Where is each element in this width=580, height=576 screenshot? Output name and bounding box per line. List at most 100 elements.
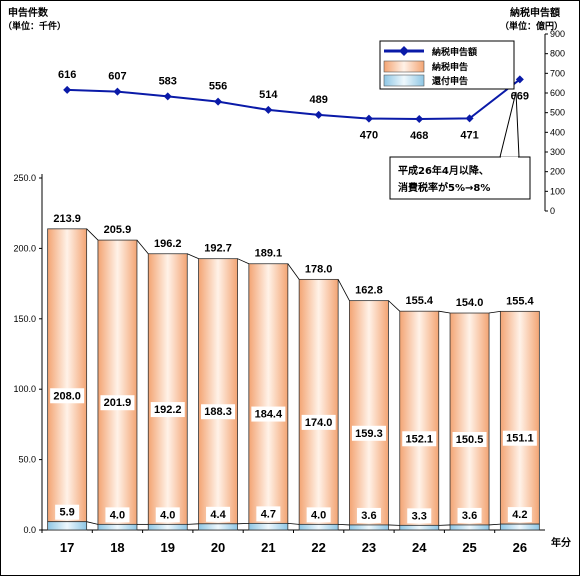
bar-top-connector (287, 263, 300, 280)
kanpu-data-label: 4.2 (512, 509, 527, 521)
nozei-label-bg (50, 388, 85, 404)
total-data-label: 189.1 (255, 248, 283, 260)
bar-kanpu-connector (489, 523, 501, 526)
left-tick-label: 0.0 (23, 525, 36, 535)
amount-data-label: 470 (360, 130, 378, 142)
total-data-label: 155.4 (506, 295, 534, 307)
nozei-data-label: 188.3 (204, 406, 232, 418)
total-data-label: 155.4 (405, 295, 433, 307)
bar-kanpu (198, 523, 238, 531)
amount-data-label: 514 (259, 89, 278, 101)
amount-point (113, 87, 122, 96)
annotation-line-2: 消費税率が5%→8% (398, 181, 490, 194)
x-tick-label: 24 (412, 540, 427, 555)
bar-nozei (298, 278, 339, 525)
amount-point (214, 97, 223, 106)
kanpu-data-label: 4.0 (160, 509, 175, 521)
legend-label-nozei: 納税申告 (432, 61, 468, 73)
kanpu-label-bg (105, 507, 130, 523)
kanpu-label-bg (356, 507, 381, 523)
nozei-label-bg (351, 425, 386, 441)
left-axis-title: 申告件数 (8, 6, 49, 19)
left-axis-unit: （単位：千件） (3, 20, 66, 32)
bar-kanpu (97, 523, 138, 531)
kanpu-data-label: 4.7 (261, 508, 276, 520)
kanpu-label-bg (306, 507, 331, 523)
annotation: 平成26年4月以降、 消費税率が5%→8% (389, 91, 531, 200)
total-data-label: 162.8 (355, 285, 383, 297)
x-axis-unit: 年分 (551, 536, 571, 549)
amount-data-label: 489 (309, 94, 327, 106)
kanpu-data-label: 4.0 (311, 509, 326, 521)
nozei-data-label: 151.1 (506, 433, 534, 445)
legend-label-amount: 納税申告額 (432, 46, 477, 58)
bar-top-connector (488, 310, 501, 314)
left-tick-label: 250.0 (13, 173, 36, 183)
x-tick-label: 26 (513, 540, 527, 555)
right-tick-label: 0 (550, 206, 555, 216)
x-tick-label: 17 (60, 540, 74, 555)
amount-data-label: 556 (209, 81, 227, 93)
amount-point (264, 105, 273, 114)
left-tick-label: 150.0 (13, 314, 36, 324)
right-tick-label: 500 (550, 108, 565, 118)
bars (47, 228, 540, 531)
amount-point (415, 114, 424, 123)
right-tick-label: 400 (550, 127, 565, 137)
bar-nozei (349, 300, 389, 526)
bar-nozei (47, 228, 88, 523)
amount-point (515, 75, 524, 84)
legend-swatch-kanpu (383, 74, 425, 87)
total-data-label: 192.7 (204, 243, 232, 255)
kanpu-label-bg (256, 506, 281, 522)
total-data-label: 154.0 (456, 297, 484, 309)
bar-top-connector (337, 279, 350, 301)
annotation-box (389, 156, 531, 200)
axes: 0.0 50.0 100.0 150.0 200.0 250.0 0 100 200 300 400… (13, 29, 565, 555)
kanpu-data-label: 3.6 (462, 510, 477, 522)
nozei-data-label: 184.4 (255, 409, 283, 421)
bar-top-connector (388, 300, 401, 312)
total-data-label: 205.9 (104, 224, 132, 236)
kanpu-data-label: 5.9 (60, 507, 75, 519)
bar-top-connector (187, 253, 199, 260)
bar-top-connector (438, 310, 451, 314)
right-tick-label: 300 (550, 147, 565, 157)
amount-data-label: 616 (58, 69, 76, 81)
right-tick-label: 700 (550, 68, 565, 78)
right-tick-label: 800 (550, 49, 565, 59)
bar-nozei (97, 239, 138, 525)
amount-data-label: 607 (108, 71, 126, 83)
annotation-pointer (499, 91, 520, 158)
nozei-label-bg (301, 414, 336, 430)
nozei-data-label: 174.0 (305, 417, 333, 429)
kanpu-label-bg (55, 504, 80, 520)
nozei-label-bg (452, 431, 487, 447)
total-data-label: 196.2 (154, 238, 182, 250)
bar-kanpu (248, 522, 289, 531)
amount-point (314, 110, 323, 119)
nozei-label-bg (201, 404, 236, 420)
nozei-data-label: 159.3 (355, 428, 383, 440)
amount-point (163, 92, 172, 101)
amount-data-label: 583 (159, 75, 177, 87)
x-tick-label: 22 (311, 540, 325, 555)
bar-connectors (86, 228, 501, 526)
bar-nozei (449, 312, 490, 526)
nozei-label-bg (100, 395, 135, 411)
annotation-line-1: 平成26年4月以降、 (398, 164, 489, 177)
bar-kanpu-connector (86, 521, 99, 525)
kanpu-label-bg (507, 507, 532, 523)
left-tick-label: 200.0 (13, 243, 36, 253)
right-tick-label: 100 (550, 186, 565, 196)
bar-nozei (198, 258, 238, 525)
left-tick-label: 50.0 (18, 455, 36, 465)
bar-nozei (147, 253, 188, 525)
bar-kanpu (349, 524, 389, 531)
bar-kanpu-connector (187, 523, 199, 525)
kanpu-label-bg (155, 507, 180, 523)
nozei-label-bg (402, 431, 437, 447)
kanpu-label-bg (457, 507, 482, 523)
right-tick-label: 200 (550, 167, 565, 177)
right-axis-title: 納税申告額 (510, 6, 560, 19)
